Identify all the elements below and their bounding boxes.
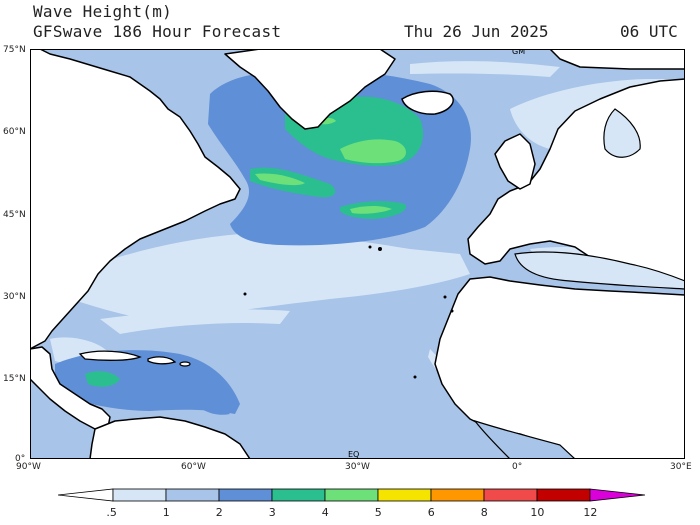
colorbar-label: 6 [427,506,435,519]
calm-band-mid [100,309,290,334]
colorbar-segment [589,488,646,502]
cape-verde-island [413,375,417,379]
hispaniola [147,356,177,365]
colorbar-segment [536,488,591,502]
north-america [30,49,241,350]
moderate-south [190,379,230,415]
eq-marker: EQ [348,450,359,459]
greenland [224,49,396,130]
azores-island [378,247,382,251]
colorbar-segment [165,488,220,502]
mediterranean-sea [514,251,685,290]
colorbar-segment [430,488,485,502]
central-america [30,346,111,430]
colorbar-label: 12 [583,506,598,519]
colorbar-segment [377,488,432,502]
bermuda-island [243,292,247,296]
canary-island [450,309,454,313]
lon-label-60w: 60°W [181,462,206,472]
forecast-time: 06 UTC [620,22,678,41]
colorbar-segment [58,488,114,502]
colorbar-label: 3 [268,506,276,519]
lon-label-30w: 30°W [345,462,370,472]
lat-label-45n: 45°N [3,210,26,220]
lat-label-60n: 60°N [3,127,26,137]
lon-label-90w: 90°W [16,462,41,472]
south-america [89,416,251,459]
gulf-of-guinea [473,419,576,459]
lat-label-75n: 75°N [3,45,26,55]
puerto-rico [179,361,191,367]
colorbar-segment [324,488,379,502]
very-rough-streak [255,173,305,186]
colorbar-segment [483,488,538,502]
colorbar-label: 10 [530,506,545,519]
colorbar-segment [271,488,326,502]
lat-label-equator: 0° [15,454,26,464]
madeira-island [443,295,447,299]
very-rough-south [350,206,392,214]
wave-height-colorbar [58,488,646,502]
calm-arctic [410,61,560,77]
lon-label-30e: 30°E [670,462,692,472]
forecast-date: Thu 26 Jun 2025 [404,22,549,41]
very-rough-core [340,139,406,164]
colorbar-label: 4 [321,506,329,519]
lat-label-30n: 30°N [3,292,26,302]
lat-label-15n: 15°N [3,374,26,384]
colorbar-label: 8 [480,506,488,519]
colorbar-label: 1 [162,506,170,519]
gm-marker: GM [512,49,525,56]
lon-label-0: 0° [512,462,523,472]
rough-caribbean [85,371,120,387]
cuba [78,350,142,361]
colorbar-label: 2 [215,506,223,519]
british-isles [494,133,536,190]
calm-band-subtropics [70,233,470,321]
map-title: Wave Height(m) [33,2,173,21]
colorbar-segment [218,488,273,502]
colorbar-segment [112,488,167,502]
map-frame [30,49,685,459]
wave-height-map: GM EQ [30,49,685,459]
iceland [401,90,454,115]
azores-island [368,245,372,249]
colorbar-label: .5 [106,506,117,519]
baltic-sea [603,108,641,158]
model-forecast-label: GFSwave 186 Hour Forecast [33,22,282,41]
colorbar-label: 5 [374,506,382,519]
